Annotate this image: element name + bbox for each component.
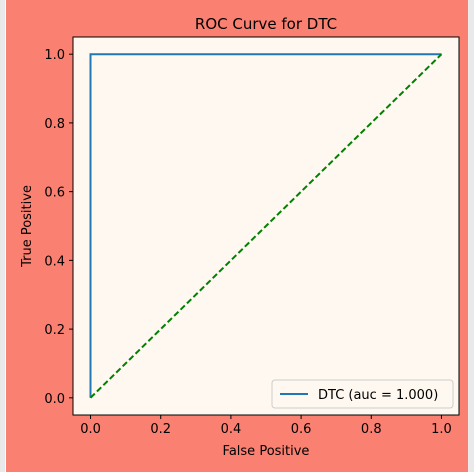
x-axis-label: False Positive (223, 444, 310, 459)
x-tick-label: 1.0 (431, 422, 452, 437)
y-tick-label: 0.4 (44, 254, 65, 269)
page-left-edge (0, 0, 5, 472)
x-axis-ticks: 0.0 0.2 0.4 0.6 0.8 1.0 (80, 415, 452, 437)
reference-diagonal-line (89, 53, 443, 399)
legend[interactable]: DTC (auc = 1.000) (271, 379, 454, 409)
x-tick-label: 0.6 (291, 422, 312, 437)
y-tick-label: 1.0 (44, 48, 65, 63)
legend-box (271, 379, 454, 409)
y-tick-label: 0.2 (44, 323, 65, 338)
y-tick-label: 0.8 (44, 117, 65, 132)
page-right-edge (468, 0, 474, 472)
x-tick-label: 0.8 (361, 422, 382, 437)
chart-title: ROC Curve for DTC (195, 15, 337, 33)
x-tick-label: 0.2 (150, 422, 171, 437)
x-tick-label: 0.4 (221, 422, 242, 437)
y-tick-label: 0.6 (44, 186, 65, 201)
y-axis-label: True Positive (20, 185, 35, 268)
legend-label: DTC (auc = 1.000) (318, 388, 438, 403)
x-tick-label: 0.0 (80, 422, 101, 437)
chart-marks (89, 53, 443, 399)
y-axis-ticks: 0.0 0.2 0.4 0.6 0.8 1.0 (44, 48, 73, 407)
roc-curve-line (89, 53, 442, 398)
plot-frame (72, 36, 460, 416)
y-tick-label: 0.0 (44, 392, 65, 407)
